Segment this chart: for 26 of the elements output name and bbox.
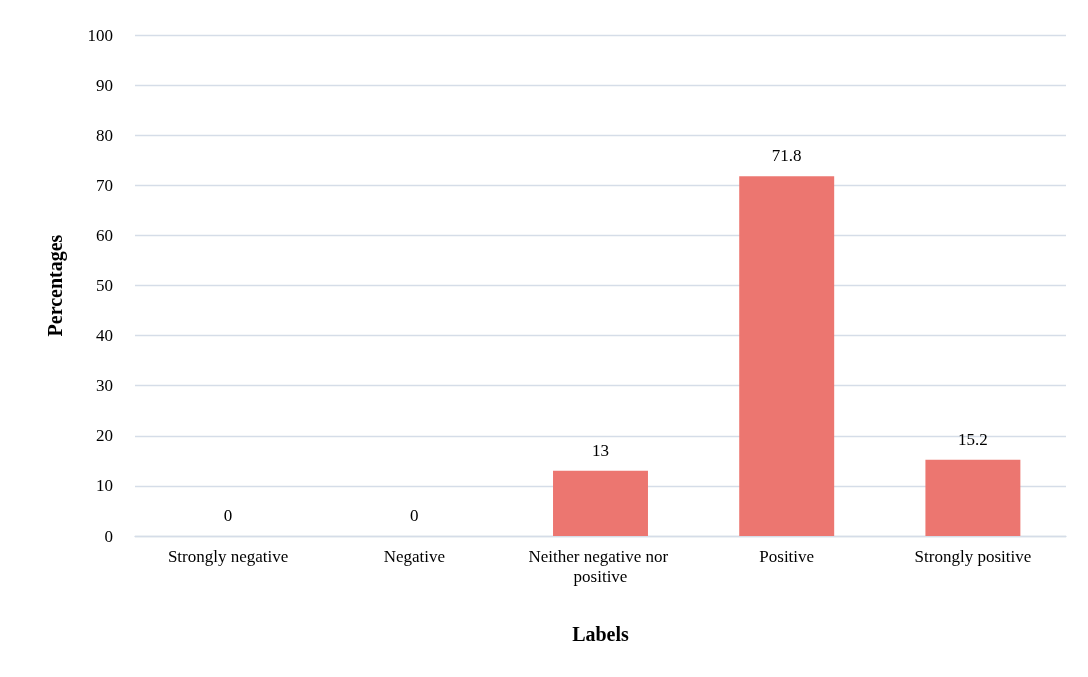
y-tick-label: 40: [96, 326, 113, 346]
y-tick-label: 90: [96, 75, 113, 95]
x-tick-label: Neither negative nor positive: [528, 546, 673, 586]
y-axis-title: Percentages: [44, 234, 67, 337]
y-tick-label: 30: [96, 376, 113, 396]
y-tick-label: 50: [96, 276, 113, 295]
data-label: 71.8: [771, 146, 802, 166]
y-tick-label: 60: [96, 225, 113, 245]
x-tick-label: Strongly positive: [914, 546, 1032, 566]
data-label: 0: [223, 506, 233, 525]
y-tick-label: 70: [96, 175, 113, 195]
bar: [739, 176, 835, 536]
y-tick-label: 20: [96, 426, 113, 446]
x-tick-label: Negative: [383, 546, 445, 566]
bar: [925, 459, 1021, 536]
x-tick-label: Positive: [759, 546, 815, 566]
y-tick-label: 10: [96, 476, 113, 496]
data-label: 15.2: [958, 429, 988, 449]
y-tick-label: 0: [104, 526, 113, 546]
y-tick-label: 80: [96, 125, 113, 145]
data-label: 0: [410, 506, 419, 525]
data-label: 13: [592, 440, 609, 460]
y-tick-label: 100: [87, 25, 113, 45]
x-axis-title: Labels: [572, 623, 630, 645]
x-tick-label: Strongly negative: [167, 546, 289, 566]
bar: [553, 470, 648, 536]
